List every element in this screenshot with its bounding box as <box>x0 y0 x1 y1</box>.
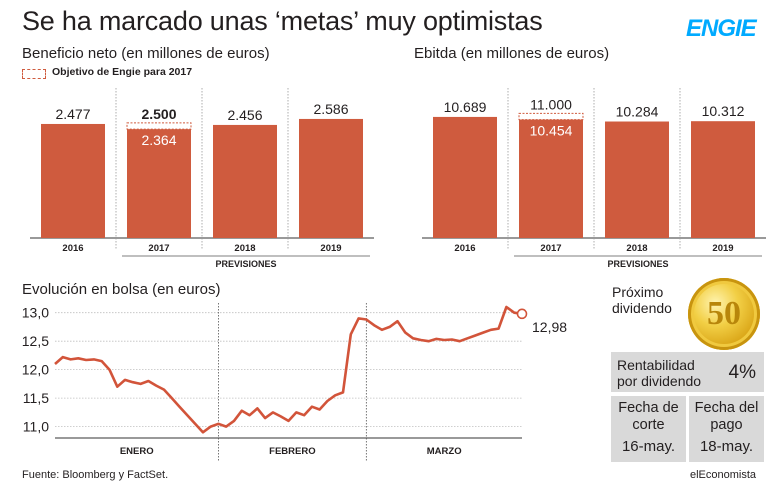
stock-line-chart: 11,0 11,5 12,0 12,5 13,0 ENERO FEBRERO MARZO 12,… <box>22 303 567 462</box>
ebitda-bar-2017 <box>519 119 583 238</box>
ebitda-category-label-2017: 2017 <box>540 243 561 254</box>
euro-coin-icon: 50 <box>688 278 760 350</box>
target-legend-label: Objetivo de Engie para 2017 <box>52 66 193 78</box>
stock-y-tick-label: 11,0 <box>23 419 49 435</box>
record-date-label: Fecha de corte <box>618 400 679 433</box>
net-profit-bar-2017 <box>127 129 191 238</box>
payment-date-cell: Fecha del pago 18-may. <box>689 396 764 462</box>
net-profit-forecast-label: PREVISIONES <box>215 259 276 269</box>
net-profit-category-label-2018: 2018 <box>234 243 255 254</box>
payment-date-value: 18-may. <box>699 438 754 455</box>
ebitda-category-label-2018: 2018 <box>626 243 647 254</box>
stock-month-label: MARZO <box>427 446 462 457</box>
stock-month-label: ENERO <box>120 446 154 457</box>
ebitda-value-label-2019: 10.312 <box>702 103 745 119</box>
net-profit-category-label-2019: 2019 <box>320 243 341 254</box>
dividend-yield-value: 4% <box>728 362 756 383</box>
ebitda-target-box <box>518 112 584 121</box>
net-profit-bar-2018 <box>213 124 277 238</box>
record-date-value: 16-may. <box>621 438 676 455</box>
ebitda-bar-2018 <box>605 121 669 238</box>
ebitda-category-label-2016: 2016 <box>454 243 475 254</box>
dividend-yield-cell: Rentabilidad por dividendo 4% <box>611 352 764 392</box>
source-note: Fuente: Bloomberg y FactSet. <box>22 469 169 481</box>
publisher-credit: elEconomista <box>690 469 757 481</box>
net-profit-category-label-2016: 2016 <box>62 243 83 254</box>
net-profit-bar-chart: 2.477 2016 2.500 2.364 2017 2.456 2018 2.586 201… <box>30 88 374 269</box>
stock-price-line <box>54 305 523 434</box>
stock-y-tick-label: 12,0 <box>22 362 49 378</box>
net-profit-target-label: 2.500 <box>141 106 176 122</box>
net-profit-category-label-2017: 2017 <box>148 243 169 254</box>
payment-date-label: Fecha del pago <box>694 400 759 433</box>
record-date-cell: Fecha de corte 16-may. <box>611 396 686 462</box>
ebitda-value-label-2017: 10.454 <box>530 123 573 139</box>
stock-y-tick-label: 11,5 <box>23 390 49 406</box>
ebitda-bar-2016 <box>433 116 497 238</box>
net-profit-target-box <box>126 122 192 130</box>
ebitda-forecast-label: PREVISIONES <box>607 259 668 269</box>
ebitda-value-label-2018: 10.284 <box>616 104 659 120</box>
stock-last-point <box>516 308 528 320</box>
stock-y-tick-label: 12,5 <box>22 333 49 349</box>
engie-logo: ENGIE <box>686 15 757 42</box>
net-profit-value-label-2017: 2.364 <box>141 132 176 148</box>
stock-month-label: FEBRERO <box>269 446 315 457</box>
coin-value: 50 <box>707 295 741 332</box>
ebitda-value-label-2016: 10.689 <box>444 99 487 115</box>
page-title: Se ha marcado unas ‘metas’ muy optimista… <box>22 6 543 36</box>
ebitda-bar-2019 <box>691 121 755 238</box>
net-profit-value-label-2018: 2.456 <box>227 107 262 123</box>
next-dividend-title: Próximo dividendo <box>612 284 672 316</box>
ebitda-target-label: 11.000 <box>530 96 572 112</box>
target-legend-swatch <box>22 69 46 79</box>
stock-chart-title: Evolución en bolsa (en euros) <box>22 281 221 298</box>
net-profit-value-label-2016: 2.477 <box>55 106 90 122</box>
net-profit-bar-2016 <box>41 123 105 238</box>
net-profit-value-label-2019: 2.586 <box>313 101 348 117</box>
stock-last-value-label: 12,98 <box>532 319 567 335</box>
ebitda-bar-chart: 10.689 2016 11.000 10.454 2017 10.284 2018 10.3… <box>422 88 766 269</box>
net-profit-title: Beneficio neto (en millones de euros) <box>22 45 270 62</box>
stock-y-tick-label: 13,0 <box>22 305 49 321</box>
ebitda-category-label-2019: 2019 <box>712 243 733 254</box>
net-profit-bar-2019 <box>299 118 363 238</box>
dividend-yield-label: Rentabilidad por dividendo <box>617 357 702 389</box>
ebitda-title: Ebitda (en millones de euros) <box>414 45 610 62</box>
